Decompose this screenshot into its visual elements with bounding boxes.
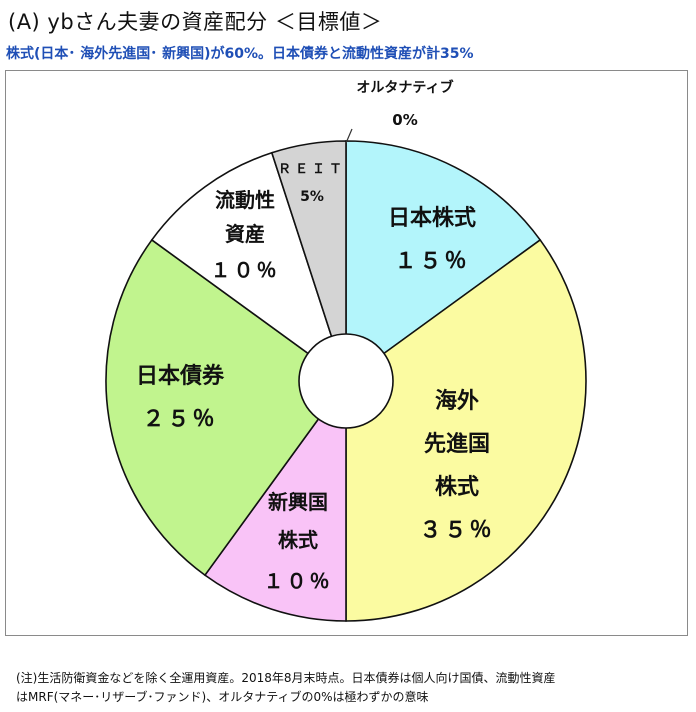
slice-0 xyxy=(345,140,542,383)
slice-value-3: ２５％ xyxy=(142,407,217,432)
slice-label-4-line-0: 流動性 xyxy=(215,188,275,212)
slice-value-0: １５％ xyxy=(394,249,469,274)
slice-value-2: １０％ xyxy=(264,569,333,593)
slice-4 xyxy=(150,151,348,384)
slice-label-2-line-1: 株式 xyxy=(278,528,318,552)
slice-value-6: 0% xyxy=(392,111,417,129)
slice-label-4-line-1: 資産 xyxy=(225,222,265,246)
slice-3 xyxy=(105,238,348,577)
slice-1 xyxy=(345,238,587,622)
slice-label-6-line-0: オルタナティブ xyxy=(356,79,453,96)
chart-frame xyxy=(5,70,688,636)
slice-label-0-line-0: 日本株式 xyxy=(388,206,476,231)
slice-value-1: ３５％ xyxy=(419,518,494,543)
slice-label-1-line-1: 先進国 xyxy=(424,432,490,457)
slice-label-3-line-0: 日本債券 xyxy=(136,363,225,389)
slice-label-1-line-0: 海外 xyxy=(435,388,479,414)
slice-2 xyxy=(203,378,347,622)
slice-label-2-line-0: 新興国 xyxy=(268,490,328,514)
chart-title: (A) ybさん夫妻の資産配分 ＜目標値＞ xyxy=(8,10,383,34)
leader-line-alternative xyxy=(345,128,353,144)
chart-subtitle: 株式(日本･ 海外先進国･ 新興国)が60%。日本債券と流動性資産が計35% xyxy=(6,46,474,62)
donut-hole xyxy=(298,333,394,429)
footnote-line-2: はMRF(マネー･リザーブ･ファンド)、オルタナティブの0%は極わずかの意味 xyxy=(16,690,429,704)
slice-value-4: １０％ xyxy=(211,258,280,282)
slice-value-5: 5% xyxy=(300,189,324,205)
slice-5 xyxy=(270,140,347,382)
footnote-line-1: (注)生活防衛資金などを除く全運用資産。2018年8月末時点。日本債券は個人向け… xyxy=(16,671,556,685)
slice-label-1-line-2: 株式 xyxy=(435,475,479,500)
slice-label-5-line-0: ＲＥＩＴ xyxy=(278,162,346,177)
